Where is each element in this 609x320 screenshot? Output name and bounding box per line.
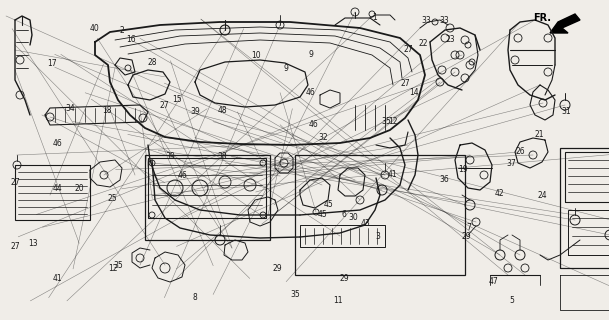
Text: 38: 38 — [217, 152, 227, 161]
Text: 9: 9 — [284, 64, 289, 73]
Text: 33: 33 — [421, 16, 431, 25]
Text: 35: 35 — [290, 290, 300, 299]
Text: 29: 29 — [461, 232, 471, 241]
Bar — [148, 158, 266, 218]
Text: 41: 41 — [53, 274, 63, 283]
Text: 43: 43 — [361, 220, 370, 228]
Text: 12: 12 — [108, 264, 118, 273]
Text: 20: 20 — [74, 184, 84, 193]
Text: 47: 47 — [488, 277, 498, 286]
Text: 27: 27 — [10, 242, 20, 251]
Text: 46: 46 — [53, 140, 63, 148]
Text: 39: 39 — [166, 152, 175, 161]
Text: 42: 42 — [495, 189, 504, 198]
Text: 18: 18 — [102, 106, 111, 115]
Text: 28: 28 — [147, 58, 157, 67]
Text: 29: 29 — [272, 264, 282, 273]
Text: 19: 19 — [458, 165, 468, 174]
Text: 40: 40 — [90, 24, 99, 33]
Text: 6: 6 — [342, 210, 347, 219]
Text: 27: 27 — [10, 178, 20, 187]
Bar — [300, 225, 385, 247]
Text: 11: 11 — [333, 296, 343, 305]
Text: 24: 24 — [537, 191, 547, 200]
Text: 33: 33 — [440, 16, 449, 25]
Text: 48: 48 — [217, 106, 227, 115]
Bar — [565, 152, 609, 202]
Bar — [568, 210, 609, 255]
Text: 16: 16 — [126, 36, 136, 44]
Text: 32: 32 — [318, 133, 328, 142]
Text: 27: 27 — [403, 45, 413, 54]
Text: 26: 26 — [516, 148, 526, 156]
Text: 7: 7 — [466, 223, 471, 232]
Text: 17: 17 — [47, 60, 57, 68]
Text: 29: 29 — [339, 274, 349, 283]
Text: 23: 23 — [446, 36, 456, 44]
Text: 39: 39 — [190, 108, 200, 116]
Text: 1: 1 — [372, 13, 377, 22]
Text: 10: 10 — [251, 52, 261, 60]
Text: 45: 45 — [324, 200, 334, 209]
Text: 22: 22 — [418, 39, 428, 48]
Text: 35: 35 — [114, 261, 124, 270]
Text: 44: 44 — [53, 184, 63, 193]
Text: 5: 5 — [509, 296, 514, 305]
Bar — [15, 165, 90, 220]
Text: 36: 36 — [440, 175, 449, 184]
Text: FR.: FR. — [533, 13, 551, 23]
Text: 30: 30 — [348, 213, 358, 222]
Text: 35: 35 — [382, 117, 392, 126]
Text: 9: 9 — [308, 50, 313, 59]
Text: 46: 46 — [178, 172, 188, 180]
Bar — [560, 148, 609, 268]
Text: 25: 25 — [108, 194, 118, 203]
Text: 13: 13 — [29, 239, 38, 248]
Text: 45: 45 — [318, 210, 328, 219]
Text: 27: 27 — [160, 101, 169, 110]
Text: 34: 34 — [65, 104, 75, 113]
Text: 12: 12 — [388, 117, 398, 126]
Bar — [295, 155, 465, 275]
Text: 3: 3 — [375, 232, 380, 241]
Text: 27: 27 — [400, 79, 410, 88]
Text: 31: 31 — [561, 108, 571, 116]
Polygon shape — [550, 14, 580, 33]
Text: 41: 41 — [388, 170, 398, 179]
Text: 15: 15 — [172, 95, 181, 104]
Text: 21: 21 — [534, 130, 544, 139]
Text: 37: 37 — [507, 159, 516, 168]
Text: 14: 14 — [409, 88, 419, 97]
Text: 2: 2 — [119, 26, 124, 35]
Text: 46: 46 — [309, 120, 319, 129]
Bar — [145, 155, 270, 240]
Text: 46: 46 — [306, 88, 315, 97]
Text: 8: 8 — [192, 293, 197, 302]
